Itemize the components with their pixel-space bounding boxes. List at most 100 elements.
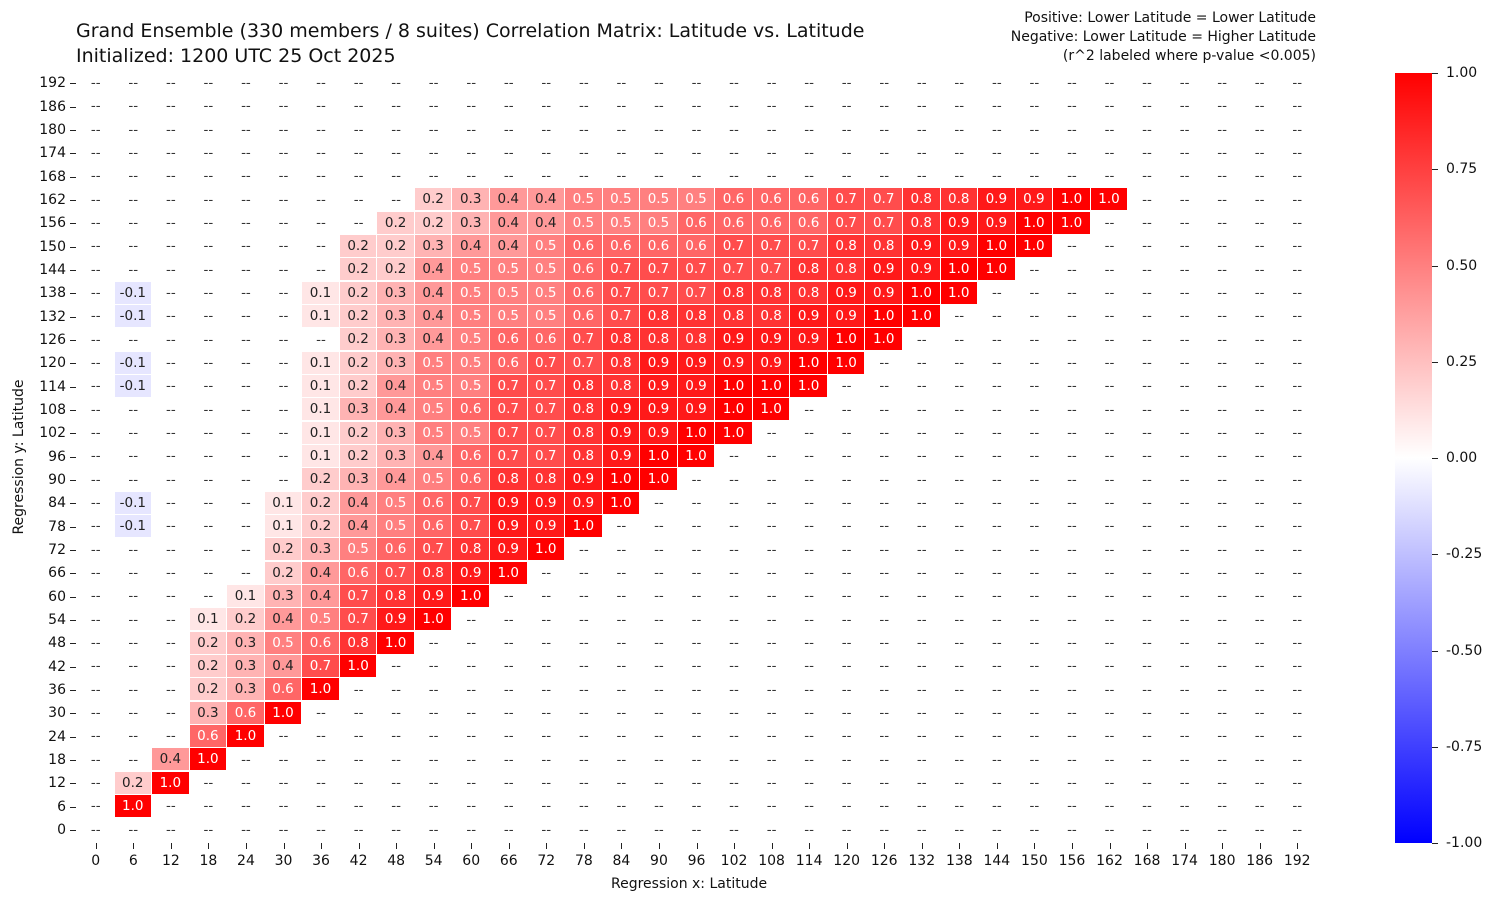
heatmap-cell: -- xyxy=(241,541,251,558)
heatmap-cell: 0.8 xyxy=(602,374,641,399)
heatmap-cell: -- xyxy=(916,355,927,372)
heatmap-cell: -- xyxy=(1254,495,1265,512)
heatmap-cell: -- xyxy=(128,215,139,232)
heatmap-cell: -- xyxy=(616,635,627,652)
heatmap-cell: 0.4 xyxy=(527,188,566,212)
heatmap-cell: -- xyxy=(1142,378,1152,395)
heatmap-cell: 1.0 xyxy=(152,771,190,795)
heatmap-cell: 0.9 xyxy=(715,328,753,352)
heatmap-cell: -- xyxy=(391,145,401,162)
heatmap-cell: -- xyxy=(616,798,627,815)
heatmap-cell: -- xyxy=(841,98,852,115)
y-tick-label: 48 xyxy=(48,635,66,652)
heatmap-cell: -- xyxy=(729,471,739,488)
heatmap-cell: -- xyxy=(1217,191,1227,208)
heatmap-cell: -- xyxy=(541,75,552,92)
heatmap-cell: -- xyxy=(278,145,289,162)
heatmap-cell: -- xyxy=(128,331,139,348)
heatmap-cell: -- xyxy=(1292,168,1303,185)
x-tick-label: 18 xyxy=(199,853,218,869)
heatmap-cell: -- xyxy=(203,215,214,232)
heatmap-cell: -- xyxy=(316,775,326,792)
heatmap-cell: 0.2 xyxy=(339,351,378,375)
heatmap-cell: 1.0 xyxy=(339,654,378,679)
heatmap-cell: 0.8 xyxy=(565,421,603,445)
heatmap-cell: 1.0 xyxy=(752,398,791,422)
heatmap-cell: -- xyxy=(203,261,214,278)
heatmap-cell: 0.1 xyxy=(227,584,265,609)
heatmap-cell: -- xyxy=(503,728,514,745)
heatmap-cell: -- xyxy=(729,681,739,698)
heatmap-cell: -- xyxy=(841,588,852,605)
heatmap-cell: -- xyxy=(991,635,1002,652)
heatmap-cell: -- xyxy=(691,541,702,558)
y-tick-label: 102 xyxy=(39,425,66,442)
heatmap-cell: 0.3 xyxy=(227,631,265,655)
heatmap-cell: 0.6 xyxy=(490,351,528,375)
y-tick-label: 108 xyxy=(39,401,66,418)
heatmap-cell: 0.7 xyxy=(565,328,603,352)
heatmap-cell: -- xyxy=(1217,681,1227,698)
heatmap-cell: -- xyxy=(616,168,627,185)
heatmap-cell: 0.8 xyxy=(940,188,979,212)
heatmap-cell: -- xyxy=(1067,681,1077,698)
x-tick-label: 120 xyxy=(833,853,861,869)
heatmap-cell: -- xyxy=(241,261,251,278)
heatmap-cell: -- xyxy=(1029,285,1040,302)
heatmap-cell: 0.4 xyxy=(339,514,378,539)
heatmap-cell: 0.1 xyxy=(302,351,340,375)
x-tick-label: 162 xyxy=(1096,853,1123,869)
heatmap-cell: -- xyxy=(278,331,289,348)
y-tick-mark xyxy=(70,549,76,551)
heatmap-cell: 0.7 xyxy=(452,491,490,515)
heatmap-cell: -- xyxy=(1217,705,1227,722)
x-tick-label: 78 xyxy=(574,853,593,869)
heatmap-cell: 0.4 xyxy=(452,234,490,259)
heatmap-cell: -- xyxy=(691,611,702,628)
heatmap-cell: -- xyxy=(954,331,965,348)
heatmap-cell: -- xyxy=(128,635,139,652)
heatmap-cell: -- xyxy=(1217,238,1227,255)
heatmap-cell: -- xyxy=(466,121,477,138)
heatmap-cell: -- xyxy=(241,285,251,302)
heatmap-cell: -- xyxy=(1104,355,1115,372)
heatmap-cell: -- xyxy=(316,168,326,185)
heatmap-cell: 0.2 xyxy=(339,374,378,399)
heatmap-cell: 0.9 xyxy=(527,491,566,515)
colorbar-tick-mark xyxy=(1432,265,1438,267)
heatmap-cell: -- xyxy=(541,658,552,675)
heatmap-cell: -- xyxy=(841,121,852,138)
heatmap-cell: -- xyxy=(954,401,965,418)
heatmap-cell: 0.4 xyxy=(339,491,378,515)
heatmap-cell: -- xyxy=(1292,495,1303,512)
heatmap-cell: -- xyxy=(316,821,326,838)
heatmap-cell: -- xyxy=(954,98,965,115)
heatmap-cell: -- xyxy=(654,635,664,652)
heatmap-cell: -- xyxy=(654,705,664,722)
heatmap-cell: -- xyxy=(654,798,664,815)
heatmap-cell: 1.0 xyxy=(1053,211,1091,235)
x-tick-mark xyxy=(846,843,848,849)
heatmap-cell: -- xyxy=(954,565,965,582)
heatmap-cell: -- xyxy=(466,798,477,815)
heatmap-cell: 0.6 xyxy=(565,281,603,305)
heatmap-cell: -- xyxy=(1029,518,1040,535)
y-tick-label: 168 xyxy=(39,168,66,185)
heatmap-cell: -- xyxy=(1254,751,1265,768)
heatmap-cell: 0.8 xyxy=(602,328,641,352)
heatmap-cell: -- xyxy=(879,378,890,395)
y-tick-label: 6 xyxy=(57,798,66,815)
heatmap-cell: -- xyxy=(804,98,814,115)
heatmap-cell: -- xyxy=(203,518,214,535)
heatmap-cell: -- xyxy=(90,285,101,302)
x-axis-label: Regression x: Latitude xyxy=(611,876,768,892)
heatmap-cell: -- xyxy=(916,518,927,535)
x-tick-label: 42 xyxy=(349,853,368,869)
heatmap-cell: -- xyxy=(503,775,514,792)
heatmap-cell: -- xyxy=(879,75,890,92)
heatmap-cell: -- xyxy=(165,121,176,138)
heatmap-cell: 0.9 xyxy=(640,374,678,399)
heatmap-cell: -- xyxy=(1254,238,1265,255)
heatmap-cell: 0.5 xyxy=(527,281,566,305)
heatmap-cell: -- xyxy=(1104,705,1115,722)
